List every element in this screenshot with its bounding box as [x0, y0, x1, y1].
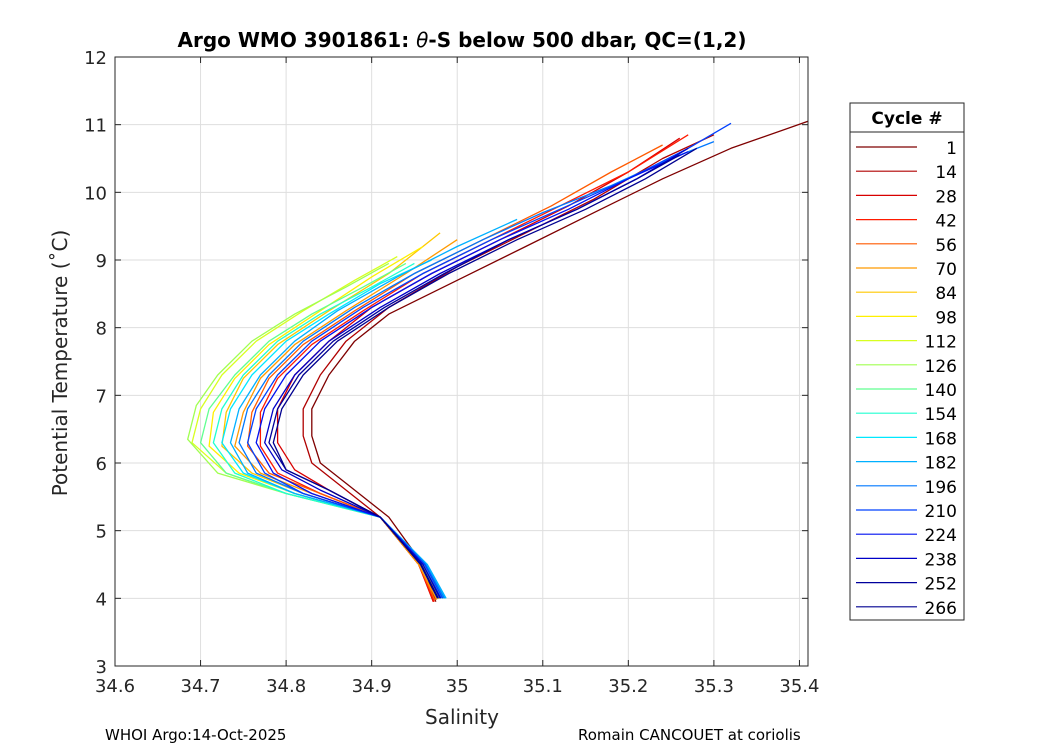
y-tick-label: 11 — [84, 116, 107, 137]
y-tick-label: 10 — [84, 183, 107, 204]
legend: Cycle # 1 14 28 42 56 70 84 98 112 126 140 154 168 18… — [849, 102, 965, 621]
y-tick-label: 3 — [96, 657, 107, 678]
x-tick-label: 35.2 — [608, 676, 648, 697]
legend-label-28: 28 — [935, 187, 957, 207]
legend-label-224: 224 — [925, 526, 957, 546]
legend-label-56: 56 — [935, 236, 957, 256]
x-tick-label: 35.1 — [523, 676, 563, 697]
legend-label-252: 252 — [925, 575, 957, 595]
legend-label-196: 196 — [925, 478, 957, 498]
series-line-cycle-266 — [272, 147, 698, 599]
series-line-cycle-1 — [311, 120, 809, 602]
axes-box — [114, 56, 809, 667]
series-line-cycle-210 — [246, 122, 732, 599]
series-line-cycle-224 — [255, 151, 689, 599]
legend-label-238: 238 — [925, 550, 957, 570]
chart-title: Argo WMO 3901861: θ-S below 500 dbar, QC… — [178, 28, 747, 52]
legend-label-210: 210 — [925, 502, 957, 522]
legend-label-168: 168 — [925, 429, 957, 449]
legend-label-266: 266 — [925, 599, 957, 619]
x-tick-label: 35 — [446, 676, 469, 697]
y-tick-label: 5 — [96, 522, 107, 543]
x-tick-label: 34.8 — [266, 676, 306, 697]
legend-label-98: 98 — [935, 308, 957, 328]
x-tick-label: 35.4 — [779, 676, 819, 697]
axis-ticks: 34.6 34.7 34.8 34.9 35 35.1 35.2 35.3 35.4 3 4 5 6 7 8… — [84, 48, 819, 697]
y-tick-label: 8 — [96, 319, 107, 340]
y-tick-label: 9 — [96, 251, 107, 272]
legend-label-140: 140 — [925, 381, 957, 401]
y-axis-label: Potential Temperature (˚C) — [48, 230, 72, 497]
legend-label-126: 126 — [925, 357, 957, 377]
legend-label-14: 14 — [935, 163, 957, 183]
series-line-cycle-56 — [246, 144, 663, 601]
x-axis-label: Salinity — [425, 705, 499, 729]
legend-entries: 1 14 28 42 56 70 84 98 112 126 140 154 168 182 196 210 2… — [856, 139, 957, 619]
footer-right: Romain CANCOUET at coriolis — [578, 726, 801, 744]
series-line-cycle-14 — [302, 134, 715, 602]
x-tick-label: 34.9 — [352, 676, 392, 697]
legend-label-154: 154 — [925, 405, 957, 425]
legend-label-1: 1 — [946, 139, 957, 159]
y-tick-label: 6 — [96, 454, 107, 475]
x-tick-label: 34.6 — [95, 676, 135, 697]
legend-label-182: 182 — [925, 454, 957, 474]
y-tick-label: 4 — [96, 589, 107, 610]
series-layer — [187, 120, 809, 602]
y-tick-label: 7 — [96, 386, 107, 407]
x-tick-label: 34.7 — [181, 676, 221, 697]
x-tick-label: 35.3 — [694, 676, 734, 697]
legend-label-70: 70 — [935, 260, 957, 280]
y-tick-label: 12 — [84, 48, 107, 69]
footer-left: WHOI Argo:14-Oct-2025 — [105, 726, 287, 744]
legend-label-112: 112 — [925, 333, 957, 353]
legend-label-42: 42 — [935, 212, 957, 232]
legend-title: Cycle # — [871, 109, 942, 129]
legend-label-84: 84 — [935, 284, 957, 304]
